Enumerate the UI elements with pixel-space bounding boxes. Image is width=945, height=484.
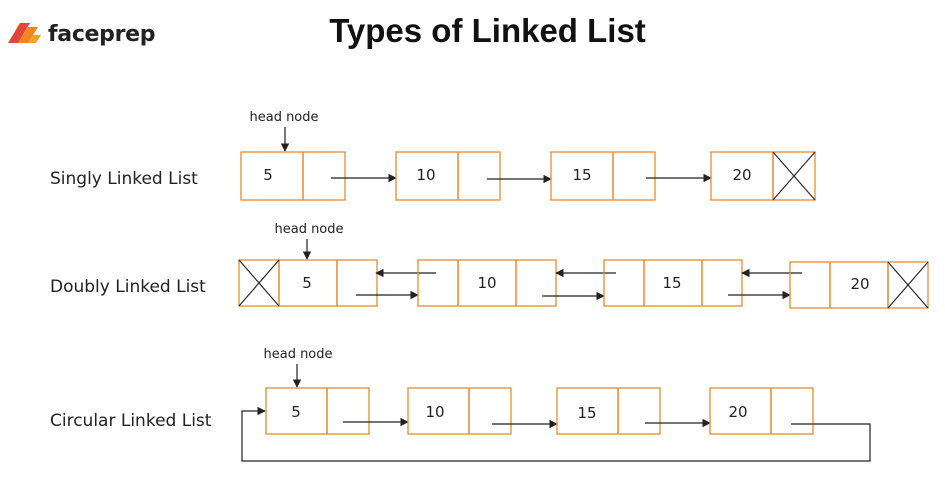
node-value: 15 — [662, 274, 681, 292]
circular-node: 10 — [407, 387, 512, 435]
prev-field — [789, 261, 831, 309]
node-value: 10 — [477, 274, 496, 292]
node-value: 5 — [291, 403, 301, 421]
singly-linked-list: head node 5 10 15 — [240, 110, 816, 201]
singly-node: 15 — [550, 151, 656, 201]
circular-linked-list: head node 5 10 15 — [241, 347, 871, 462]
prev-field — [603, 259, 645, 307]
next-field — [770, 387, 814, 435]
null-cross-icon — [772, 151, 816, 201]
node-value: 10 — [416, 166, 435, 184]
doubly-linked-list-label: Doubly Linked List — [50, 277, 206, 297]
node-value: 5 — [302, 274, 312, 292]
node-value: 10 — [425, 403, 444, 421]
circular-node: 15 — [556, 387, 661, 435]
next-field — [617, 387, 661, 435]
doubly-node: 10 — [417, 259, 557, 307]
node-value: 5 — [263, 166, 273, 184]
next-field — [468, 387, 512, 435]
singly-node: 20 — [710, 151, 816, 201]
null-cross-icon — [238, 259, 280, 307]
doubly-node: 20 — [789, 261, 929, 309]
next-field — [326, 387, 370, 435]
circular-node: 20 — [709, 387, 814, 435]
node-value: 20 — [732, 166, 751, 184]
null-cross-icon — [887, 261, 929, 309]
singly-linked-list-label: Singly Linked List — [50, 169, 198, 189]
doubly-node: 5 — [238, 259, 378, 307]
circular-linked-list-label: Circular Linked List — [50, 411, 212, 431]
faceprep-logo-icon — [8, 23, 41, 43]
doubly-head-node-label: head node — [274, 222, 343, 237]
next-field — [457, 151, 501, 201]
doubly-linked-list: head node 5 10 — [238, 222, 929, 309]
node-value: 15 — [577, 404, 596, 422]
doubly-node: 15 — [603, 259, 743, 307]
node-value: 20 — [850, 275, 869, 293]
next-field — [336, 259, 378, 307]
node-value: 15 — [572, 166, 591, 184]
singly-node: 5 — [240, 151, 346, 201]
prev-field — [417, 259, 459, 307]
circular-head-node-label: head node — [263, 347, 332, 362]
page-title: Types of Linked List — [329, 12, 646, 49]
brand-logo: faceprep — [6, 17, 156, 51]
next-field — [515, 259, 557, 307]
singly-node: 10 — [395, 151, 501, 201]
next-field — [612, 151, 656, 201]
next-field — [302, 151, 346, 201]
next-field — [772, 151, 816, 201]
next-field — [887, 261, 929, 309]
circular-node: 5 — [265, 387, 370, 435]
loop-back-arrow — [241, 406, 871, 462]
singly-head-node-label: head node — [249, 110, 318, 125]
next-field — [701, 259, 743, 307]
brand-name: faceprep — [48, 21, 156, 47]
node-value: 20 — [728, 403, 747, 421]
